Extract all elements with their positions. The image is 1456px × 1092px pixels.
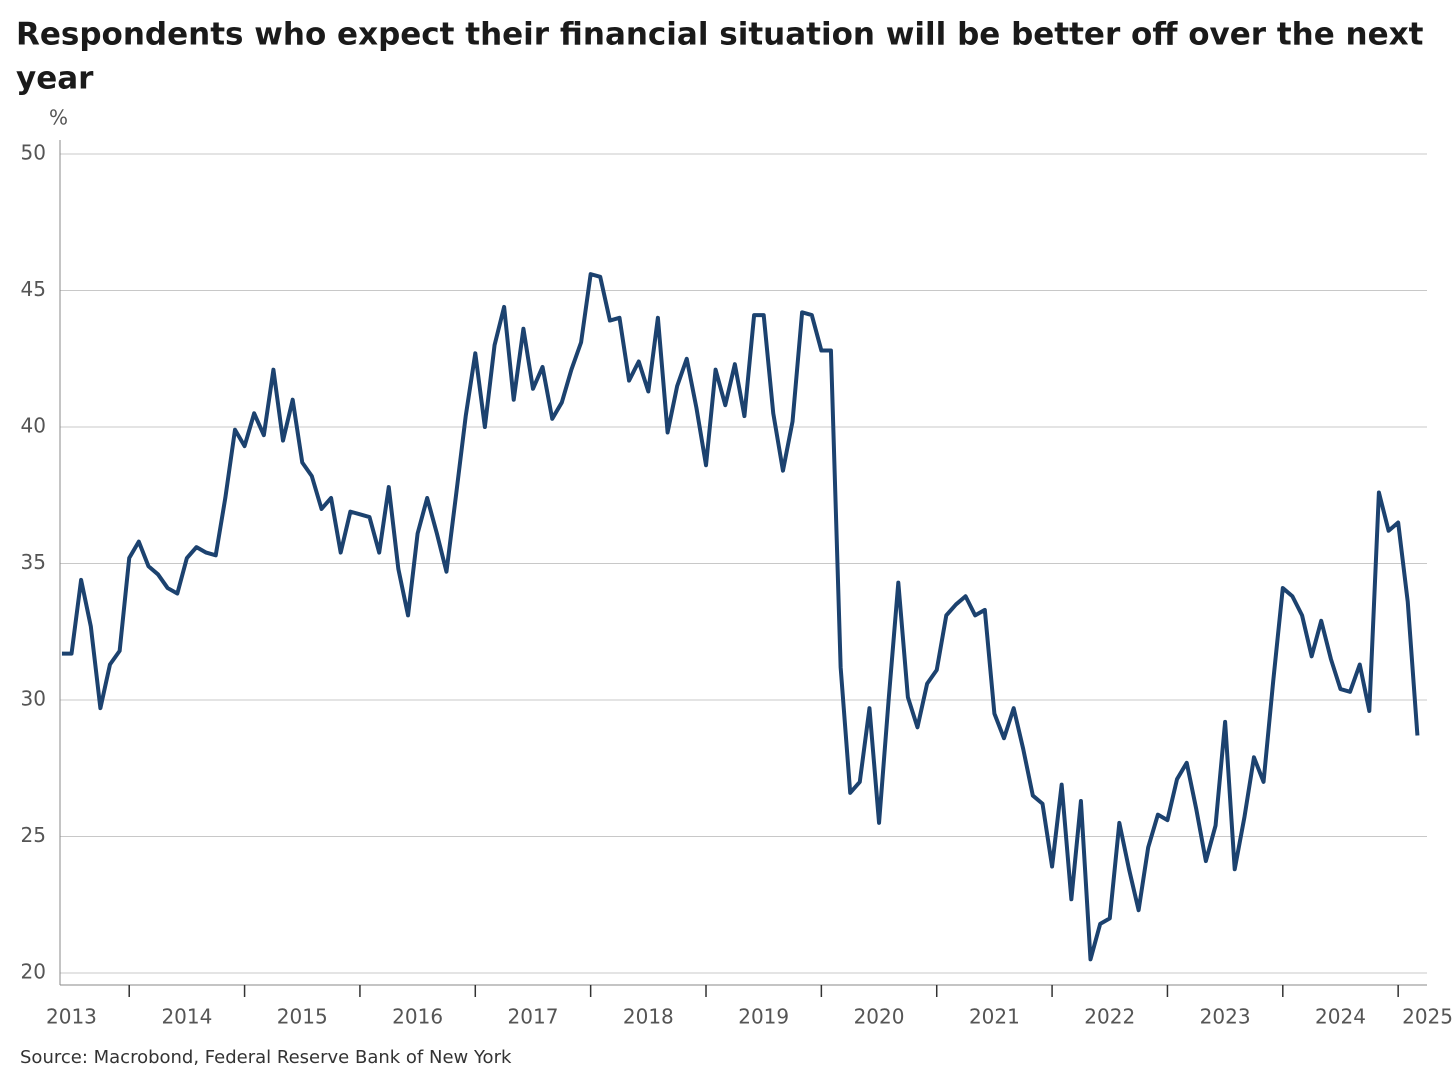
- x-tick-label: 2019: [738, 1005, 789, 1029]
- y-tick-label: 25: [21, 823, 46, 847]
- x-tick-label: 2018: [623, 1005, 674, 1029]
- x-tick-label: 2022: [1084, 1005, 1135, 1029]
- chart-title: year: [16, 61, 94, 97]
- x-tick-label: 2013: [46, 1005, 97, 1029]
- x-tick-label: 2025: [1402, 1005, 1453, 1029]
- data-line: [61, 272, 1420, 962]
- y-tick-label: 50: [21, 141, 46, 165]
- x-tick-label: 2015: [277, 1005, 328, 1029]
- x-tick-label: 2017: [508, 1005, 559, 1029]
- y-tick-label: 20: [21, 960, 46, 984]
- y-tick-label: 30: [21, 687, 46, 711]
- y-tick-label: 35: [21, 550, 46, 574]
- source-note: Source: Macrobond, Federal Reserve Bank …: [20, 1047, 512, 1068]
- y-axis-label: %: [49, 106, 68, 130]
- y-tick-label: 40: [21, 414, 46, 438]
- x-tick-label: 2014: [161, 1005, 212, 1029]
- x-tick-label: 2024: [1315, 1005, 1366, 1029]
- x-tick-label: 2023: [1200, 1005, 1251, 1029]
- y-tick-label: 45: [21, 277, 46, 301]
- chart-title: Respondents who expect their financial s…: [16, 17, 1424, 53]
- x-tick-label: 2021: [969, 1005, 1020, 1029]
- x-tick-label: 2016: [392, 1005, 443, 1029]
- x-tick-label: 2020: [854, 1005, 905, 1029]
